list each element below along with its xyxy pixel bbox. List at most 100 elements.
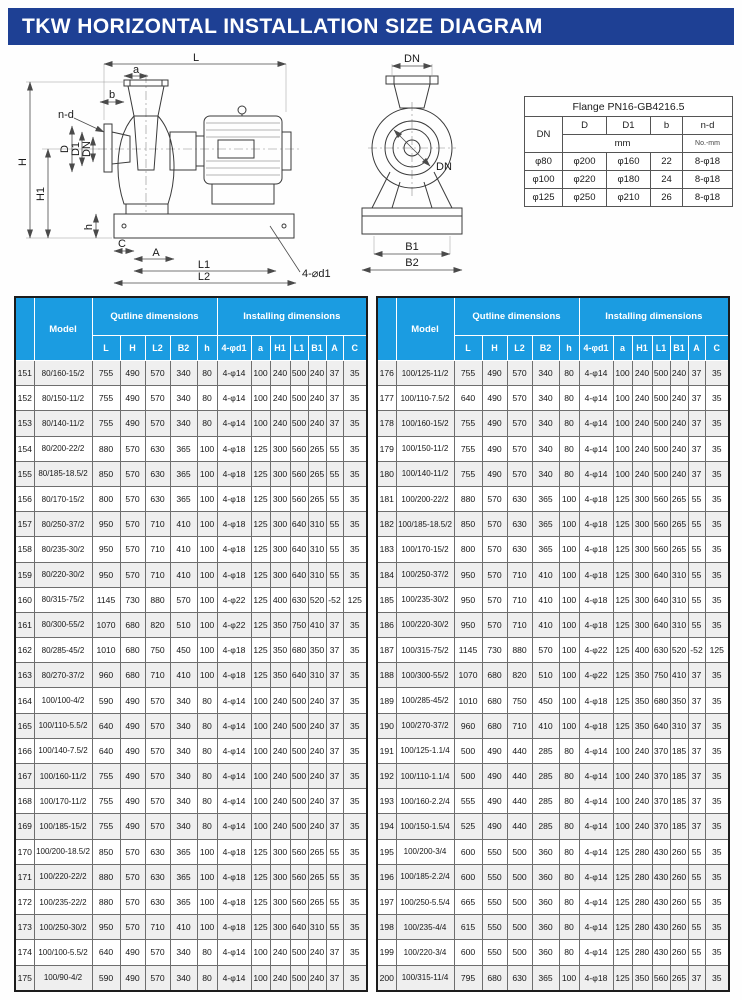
dimension-cell: 37 xyxy=(325,964,344,992)
column-header: L2 xyxy=(506,335,533,361)
dimension-cell: 500 xyxy=(289,964,309,992)
dimension-cell: 4-φ18 xyxy=(578,586,614,613)
dimension-cell: 630 xyxy=(144,863,171,890)
d1-cell: φ160 xyxy=(606,152,651,171)
model-cell: 100/270-37/2 xyxy=(395,712,455,739)
dimension-cell: 35 xyxy=(342,712,368,739)
row-number: 162 xyxy=(14,637,35,664)
dim-label-D1: D1 xyxy=(70,142,82,156)
dimension-cell: 410 xyxy=(169,536,198,563)
dimension-cell: 500 xyxy=(651,385,671,412)
dimension-cell: 755 xyxy=(453,460,483,487)
dimension-cell: 570 xyxy=(119,435,146,462)
model-cell: 100/160-2.2/4 xyxy=(395,788,455,815)
dimension-cell: 100 xyxy=(250,788,271,815)
table-row: 187 100/315-75/2 1145 730 880 570 100 4-φ22 125 4… xyxy=(376,637,730,664)
model-cell: 100/110-5.5/2 xyxy=(33,712,93,739)
flange-col-d1: D1 xyxy=(606,116,651,135)
front-body-outline xyxy=(361,75,463,235)
row-number: 182 xyxy=(376,511,397,538)
column-header: B1 xyxy=(669,335,689,361)
dimension-cell: 950 xyxy=(91,561,121,588)
dimension-cell: 800 xyxy=(91,485,121,513)
table-row: 194 100/150-1.5/4 525 490 440 285 80 4-φ14 100 24… xyxy=(376,813,730,840)
dimension-cell: 35 xyxy=(342,460,368,487)
dimension-cell: 100 xyxy=(250,712,271,739)
dimension-cell: 1145 xyxy=(453,637,483,664)
dimension-cell: 410 xyxy=(307,611,327,639)
dimension-cell: 35 xyxy=(704,863,730,890)
dimension-cell: 4-φ14 xyxy=(216,687,252,714)
row-number: 181 xyxy=(376,485,397,513)
dimension-cell: 125 xyxy=(250,435,271,462)
dimension-cell: 35 xyxy=(704,762,730,790)
dimension-cell: 350 xyxy=(269,637,291,664)
dimension-cell: 500 xyxy=(651,435,671,462)
dimension-cell: 240 xyxy=(307,385,327,412)
dimension-cell: 300 xyxy=(269,914,291,941)
dimension-cell: 35 xyxy=(704,359,730,387)
dimension-cell: 285 xyxy=(531,737,560,765)
model-cell: 100/220-22/2 xyxy=(33,863,93,890)
dimension-cell: 100 xyxy=(196,460,218,487)
dimension-cell: -52 xyxy=(687,637,706,664)
dim-label-C: C xyxy=(118,238,126,250)
dimension-cell: 500 xyxy=(453,762,483,790)
dimension-cell: 490 xyxy=(119,964,146,992)
dimension-cell: 960 xyxy=(453,712,483,739)
dimension-cell: 4-φ14 xyxy=(216,762,252,790)
dimension-cell: 35 xyxy=(704,813,730,840)
dimension-cell: 570 xyxy=(144,762,171,790)
column-header: L1 xyxy=(651,335,671,361)
dimension-cell: 100 xyxy=(558,511,580,538)
nd-cell: 8-φ18 xyxy=(682,170,733,189)
dimension-cell: 55 xyxy=(687,586,706,613)
dimension-cell: 560 xyxy=(289,485,309,513)
dimension-cell: 240 xyxy=(269,813,291,840)
dimension-cell: 570 xyxy=(119,561,146,588)
installing-group-header: Installing dimensions xyxy=(216,296,368,336)
dimension-cell: 490 xyxy=(119,359,146,387)
dimension-cell: 125 xyxy=(612,485,633,513)
model-cell: 100/250-5.5/4 xyxy=(395,888,455,916)
dimension-cell: 430 xyxy=(651,939,671,966)
dimension-cell: 4-φ14 xyxy=(578,762,614,790)
outline-group-header: Qutline dimensions xyxy=(453,296,580,336)
dimension-cell: 410 xyxy=(531,586,560,613)
dimension-cell: 265 xyxy=(307,863,327,890)
dimension-cell: 35 xyxy=(342,536,368,563)
side-dimensions: L a b n-d H H1 D D1 DN xyxy=(17,52,331,286)
dimension-cell: 4-φ18 xyxy=(216,914,252,941)
row-number: 200 xyxy=(376,964,397,992)
model-cell: 100/125-1.1/4 xyxy=(395,737,455,765)
model-cell: 100/170-15/2 xyxy=(395,536,455,563)
dimension-cell: 80 xyxy=(558,435,580,462)
corner-header xyxy=(14,296,35,361)
model-cell: 100/160-15/2 xyxy=(395,410,455,437)
dimension-cell: 630 xyxy=(506,485,533,513)
dimension-cell: 400 xyxy=(631,637,653,664)
dimension-cell: 950 xyxy=(453,586,483,613)
model-cell: 100/250-37/2 xyxy=(395,561,455,588)
dimension-cell: 125 xyxy=(250,914,271,941)
dimension-cell: 4-φ18 xyxy=(578,485,614,513)
dimension-cell: 440 xyxy=(506,762,533,790)
model-cell: 80/150-11/2 xyxy=(33,385,93,412)
dimension-cell: 570 xyxy=(144,687,171,714)
dimension-cell: 370 xyxy=(651,737,671,765)
dimension-cell: 4-φ18 xyxy=(216,662,252,689)
dimension-cell: 100 xyxy=(612,435,633,462)
dimension-cell: 400 xyxy=(269,586,291,613)
dimension-cell: 265 xyxy=(307,435,327,462)
dimension-cell: 500 xyxy=(289,939,309,966)
dimension-cell: 285 xyxy=(531,788,560,815)
table-row: 197 100/250-5.5/4 665 550 500 360 80 4-φ14 125 28… xyxy=(376,888,730,916)
dimension-cell: 520 xyxy=(307,586,327,613)
dimension-cell: 950 xyxy=(91,914,121,941)
table-row: 184 100/250-37/2 950 570 710 410 100 4-φ18 125 30… xyxy=(376,561,730,588)
dimension-cell: 490 xyxy=(481,410,508,437)
dimension-cell: 35 xyxy=(342,813,368,840)
dimension-cell: 710 xyxy=(144,914,171,941)
dimension-cell: 240 xyxy=(307,964,327,992)
dimension-cell: 570 xyxy=(506,410,533,437)
